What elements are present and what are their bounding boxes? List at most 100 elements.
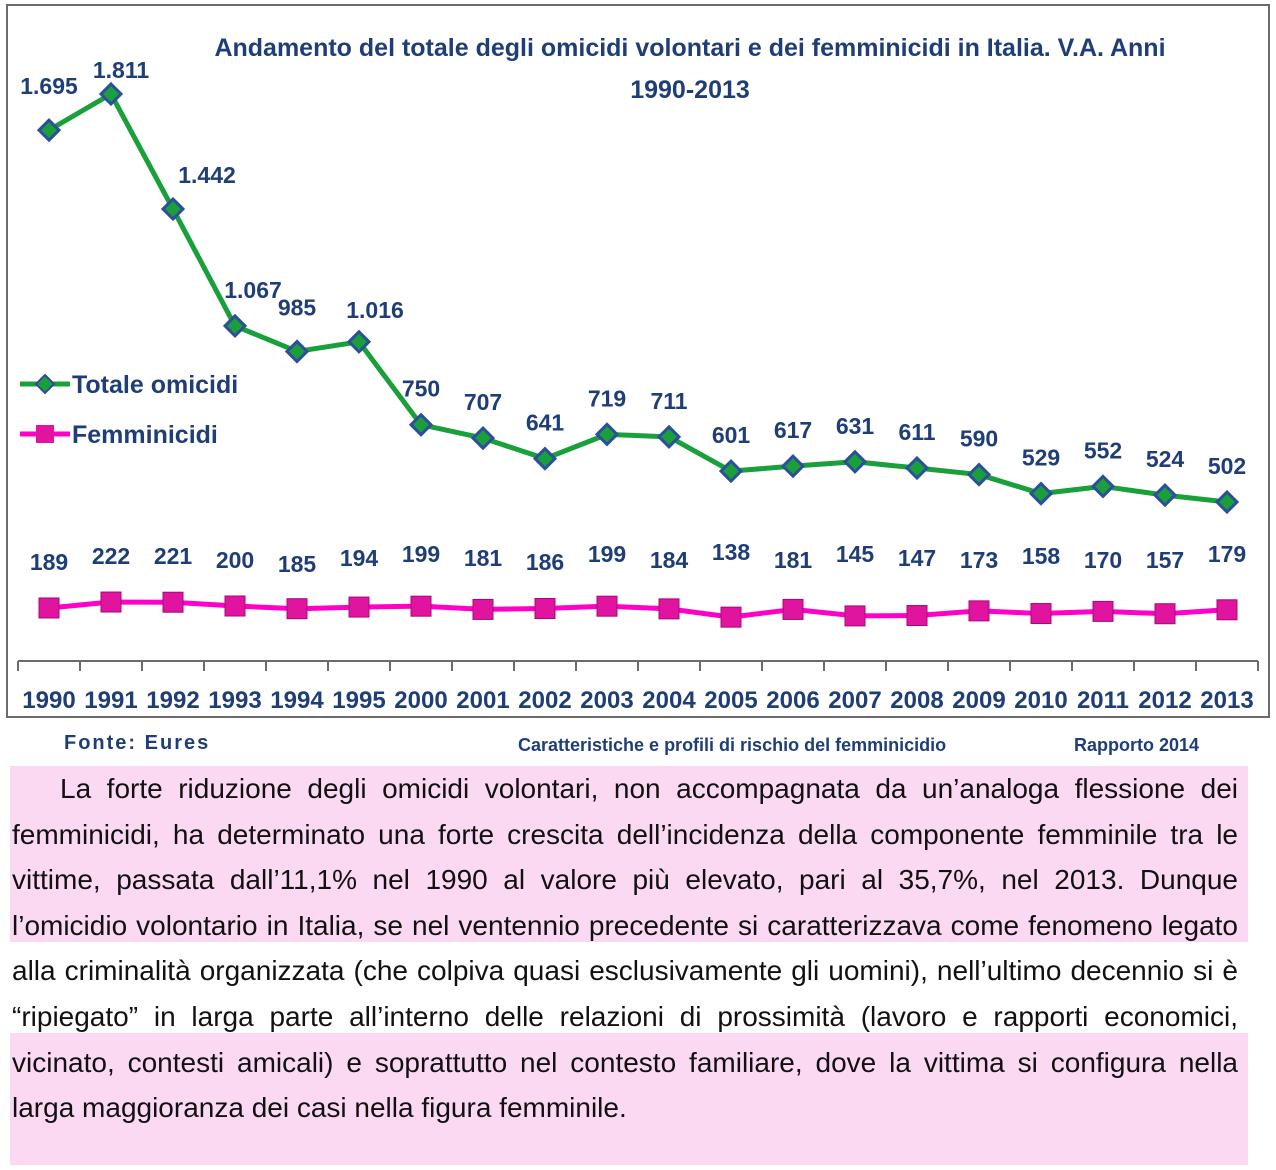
data-label: 200 — [216, 547, 254, 573]
x-tick-label: 2004 — [642, 687, 696, 714]
data-point-square — [410, 595, 432, 617]
legend-item: Totale omicidi — [20, 371, 238, 399]
chart-title-line-1: Andamento del totale degli omicidi volon… — [214, 34, 1165, 62]
data-label: 181 — [774, 547, 813, 573]
data-label: 611 — [898, 419, 935, 445]
x-tick-label: 1991 — [84, 687, 137, 714]
data-label: 707 — [464, 389, 502, 415]
data-label: 179 — [1208, 541, 1246, 567]
x-tick-label: 2005 — [704, 687, 757, 714]
data-label: 170 — [1084, 547, 1122, 573]
data-point-diamond — [1028, 481, 1054, 506]
data-label: 194 — [340, 545, 379, 571]
data-point-square — [1154, 603, 1176, 625]
x-tick-label: 2009 — [952, 687, 1005, 714]
data-point-square — [1030, 603, 1052, 625]
data-label: 199 — [588, 541, 626, 567]
data-point-diamond — [594, 422, 620, 447]
legend-item: Femminicidi — [20, 421, 218, 449]
data-label: 138 — [712, 539, 751, 565]
data-point-diamond — [1214, 489, 1240, 515]
series-line — [47, 91, 1228, 505]
data-point-square — [534, 598, 556, 620]
data-point-diamond — [160, 196, 186, 222]
data-label: 222 — [92, 543, 130, 569]
x-tick-label: 2001 — [456, 687, 509, 714]
data-point-square — [782, 598, 804, 620]
data-label: 524 — [1146, 446, 1185, 472]
data-label: 1.811 — [93, 57, 149, 83]
data-label: 601 — [712, 422, 751, 448]
data-point-square — [472, 598, 494, 620]
legend-marker-square — [36, 425, 54, 443]
data-label: 502 — [1208, 453, 1246, 479]
x-tick-label: 1994 — [270, 687, 324, 714]
x-tick-label: 1990 — [22, 687, 75, 714]
data-point-diamond — [284, 339, 310, 364]
data-point-square — [224, 595, 246, 617]
data-point-square — [596, 595, 618, 617]
data-label: 1.442 — [178, 162, 236, 188]
data-point-diamond — [470, 425, 496, 451]
data-label: 711 — [650, 388, 687, 414]
x-tick-label: 1993 — [208, 687, 261, 714]
x-tick-label: 1992 — [146, 687, 199, 714]
chart-svg: Andamento del totale degli omicidi volon… — [17, 34, 1259, 714]
x-tick-label: 2013 — [1200, 687, 1253, 714]
data-label: 641 — [526, 410, 565, 436]
data-label: 1.695 — [20, 73, 78, 99]
legend-label: Totale omicidi — [72, 371, 238, 399]
data-point-square — [286, 598, 308, 620]
x-tick-label: 2007 — [828, 687, 881, 714]
data-label: 617 — [774, 417, 812, 443]
data-label: 185 — [278, 551, 317, 577]
data-label: 157 — [1146, 547, 1184, 573]
chart-title-line-2: 1990-2013 — [630, 76, 750, 104]
legend-marker-diamond — [34, 373, 56, 395]
data-point-diamond — [98, 81, 124, 107]
data-point-diamond — [966, 462, 992, 487]
data-label: 750 — [402, 376, 440, 402]
data-point-square — [100, 591, 122, 613]
data-point-diamond — [532, 446, 558, 471]
data-label: 158 — [1022, 543, 1061, 569]
x-tick-label: 1995 — [332, 687, 385, 714]
data-label: 145 — [836, 541, 875, 567]
data-point-diamond — [1152, 483, 1178, 508]
data-label: 147 — [898, 545, 936, 571]
data-point-diamond — [780, 454, 806, 479]
x-tick-label: 2008 — [890, 687, 943, 714]
report-year: Rapporto 2014 — [1074, 735, 1200, 755]
highlight-band-2 — [10, 1033, 1248, 1165]
chart-frame: Andamento del totale degli omicidi volon… — [6, 4, 1270, 718]
data-label: 631 — [836, 413, 875, 439]
data-label: 221 — [154, 543, 193, 569]
data-point-square — [658, 598, 680, 620]
legend: Totale omicidi Femminicidi — [20, 371, 238, 449]
legend-label: Femminicidi — [72, 421, 218, 449]
data-point-diamond — [842, 449, 868, 474]
x-tick-label: 2012 — [1138, 687, 1191, 714]
data-point-square — [720, 606, 742, 628]
data-label: 552 — [1084, 437, 1122, 463]
data-label: 590 — [960, 426, 998, 452]
data-point-diamond — [346, 329, 372, 354]
data-point-diamond — [904, 455, 930, 481]
data-point-square — [38, 597, 60, 619]
data-label: 529 — [1022, 445, 1060, 471]
data-label: 186 — [526, 549, 564, 575]
x-tick-label: 2002 — [518, 687, 571, 714]
x-tick-label: 2000 — [394, 687, 447, 714]
data-label: 181 — [464, 545, 503, 571]
data-point-diamond — [718, 459, 744, 484]
data-label: 1.016 — [346, 297, 404, 323]
series-femminicidi: 189 222 221 200 185 194 199 181 186 199 184 138 181 1… — [30, 539, 1246, 628]
x-tick-label: 2003 — [580, 687, 633, 714]
data-label: 184 — [650, 547, 689, 573]
data-label: 1.067 — [224, 277, 282, 303]
data-point-square — [1216, 599, 1238, 621]
x-axis: 1990 1991 1992 1993 1994 1995 2000 2001 2002 2003… — [17, 660, 1259, 714]
data-point-diamond — [1090, 474, 1116, 499]
data-label: 199 — [402, 541, 440, 567]
